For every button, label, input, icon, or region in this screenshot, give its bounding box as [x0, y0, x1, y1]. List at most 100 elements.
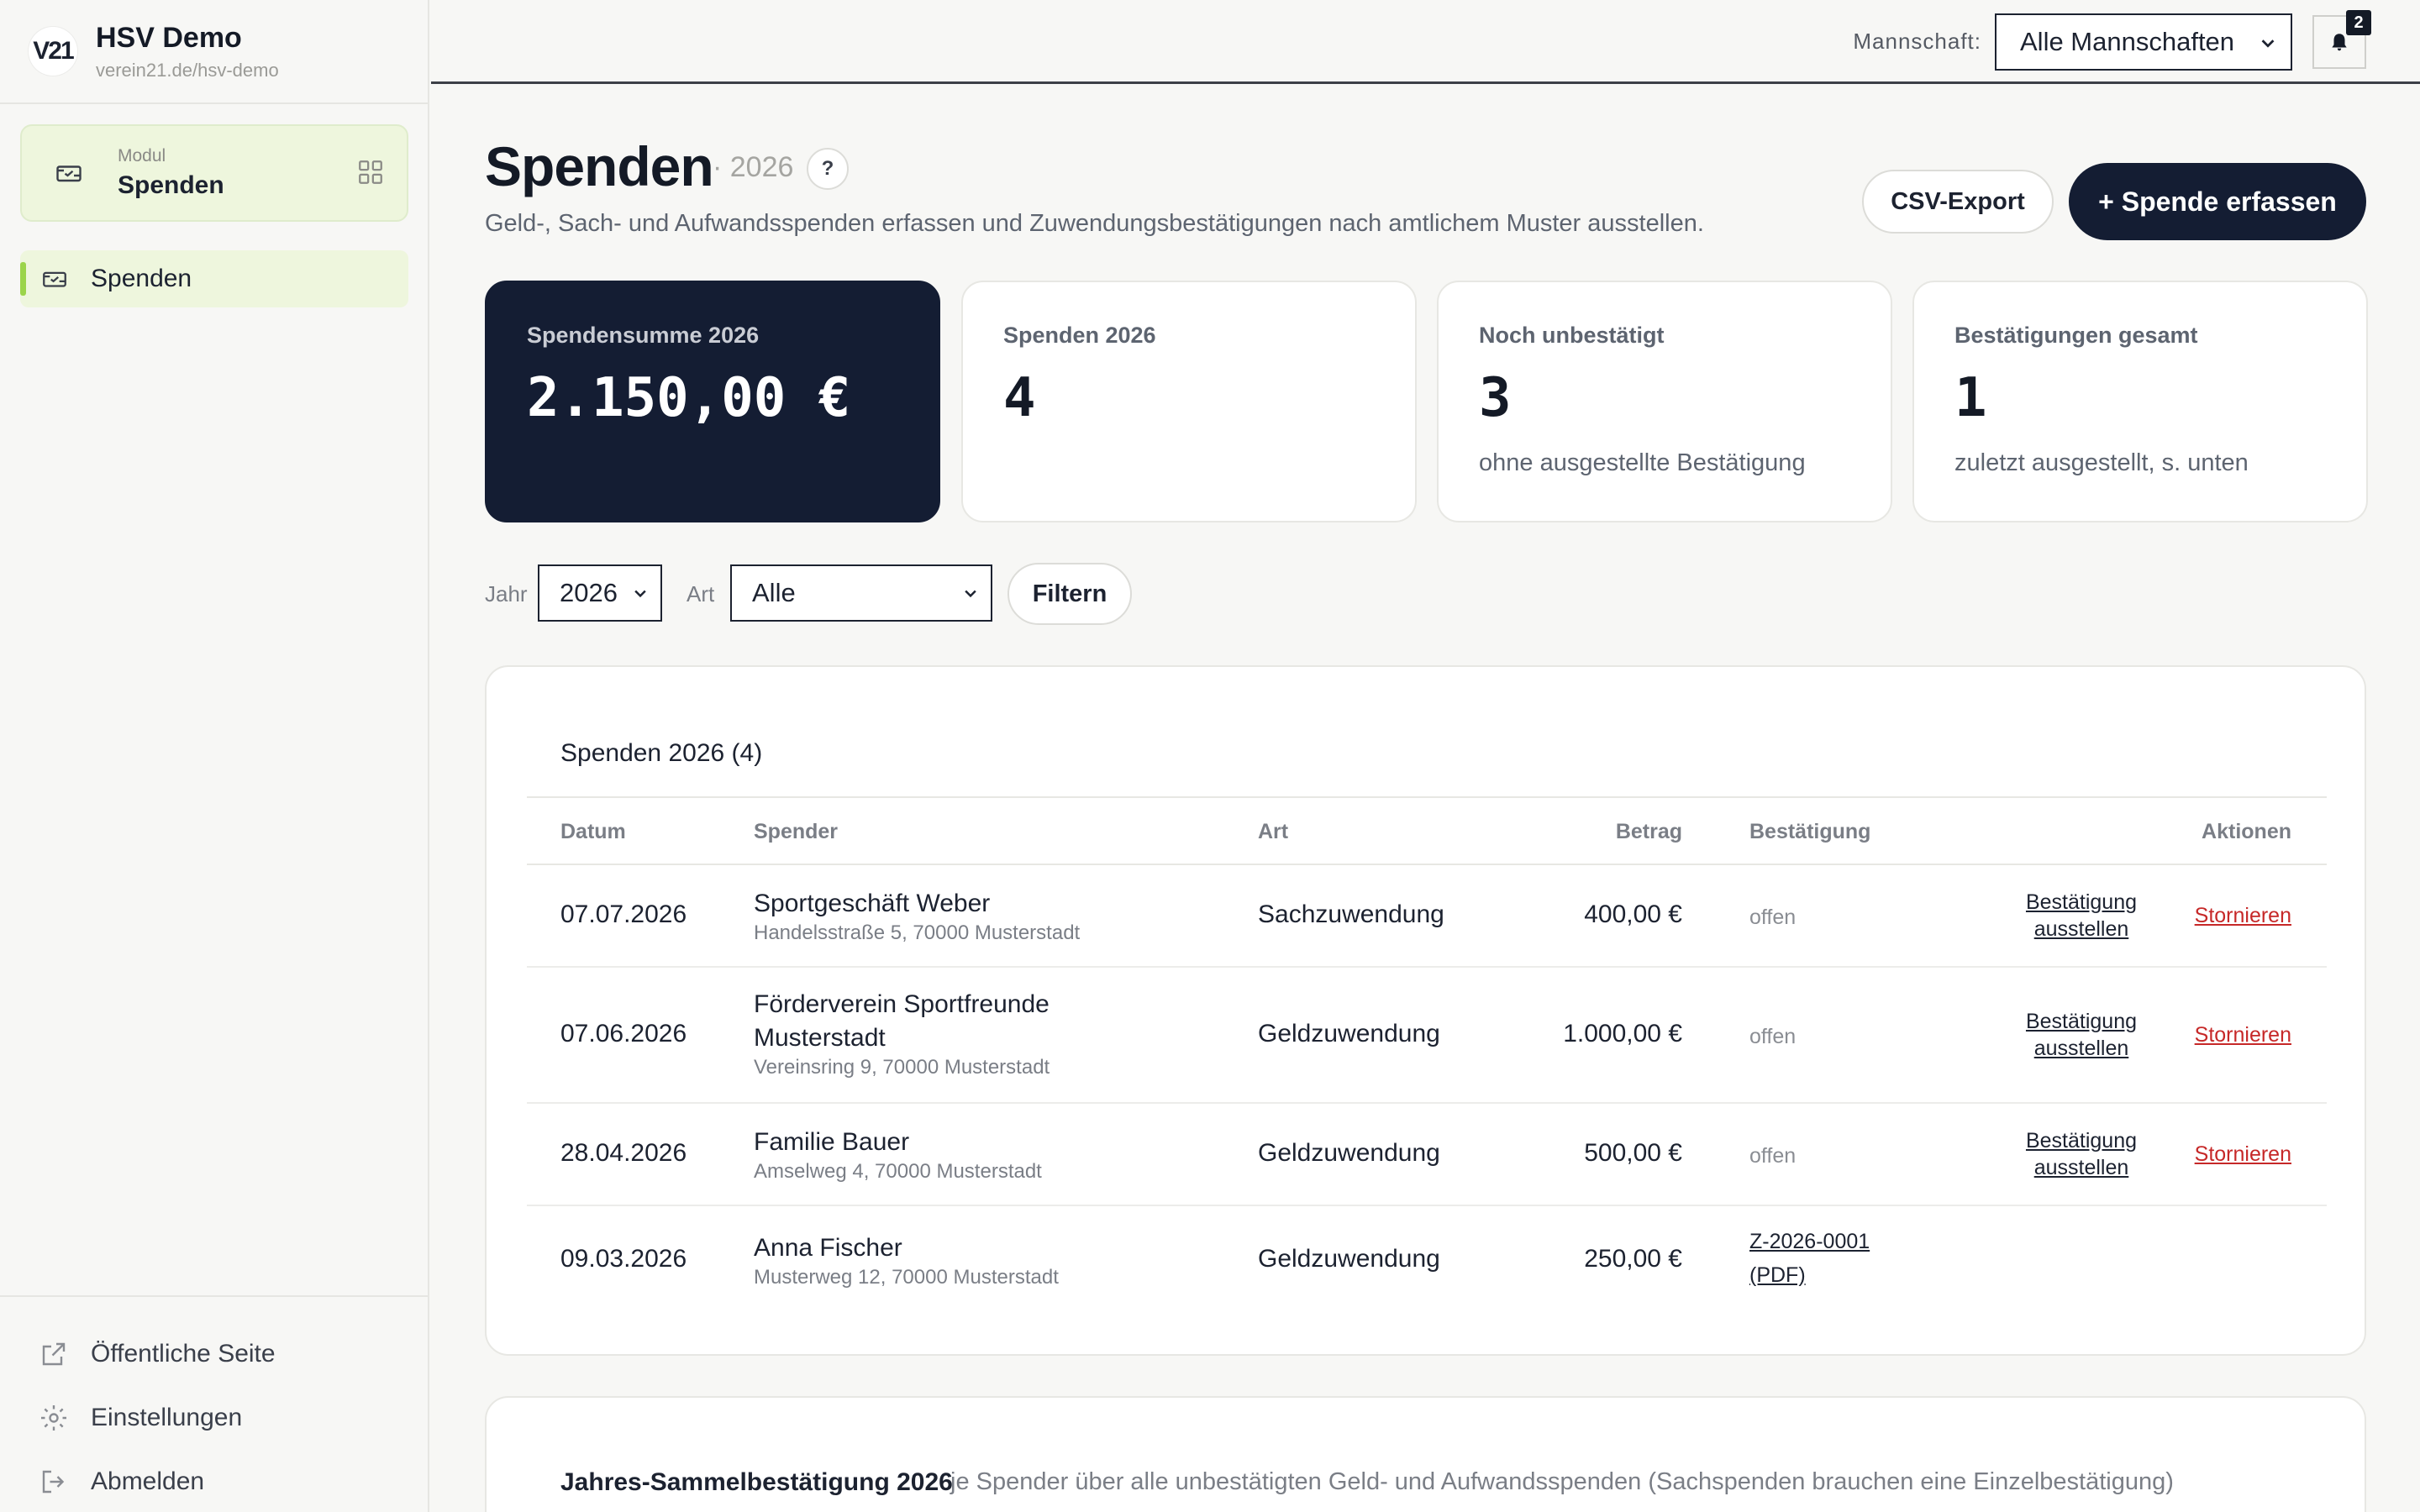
logout-link[interactable]: Abmelden — [0, 1450, 428, 1512]
sidebar-item-label: Spenden — [91, 265, 192, 292]
cancel-link[interactable]: Stornieren — [2194, 1142, 2291, 1166]
row-type: Geldzuwendung — [1258, 1020, 1440, 1047]
summary-title: Jahres-Sammelbestätigung 2026 — [560, 1468, 953, 1496]
notification-badge: 2 — [2346, 10, 2371, 35]
table-row: 07.06.2026 Förderverein Sportfreunde Mus… — [527, 968, 2327, 1104]
cancel-link[interactable]: Stornieren — [2194, 904, 2291, 927]
module-name: Spenden — [118, 171, 224, 199]
kpi-card-total: Spendensumme 2026 2.150,00 € — [485, 281, 940, 522]
row-status: offen — [1749, 1025, 1797, 1048]
topbar: Mannschaft: Alle Mannschaften 2 — [431, 0, 2420, 84]
issue-line: ausstellen — [2033, 1156, 2129, 1179]
donor-name: Sportgeschäft Weber — [754, 890, 991, 917]
row-date: 07.06.2026 — [560, 1020, 687, 1047]
row-status: offen — [1749, 906, 1797, 929]
col-actions: Aktionen — [2202, 820, 2291, 843]
team-select[interactable]: Alle Mannschaften — [1995, 13, 2292, 71]
row-date: 28.04.2026 — [560, 1139, 687, 1167]
issue-line: Bestätigung — [2025, 1129, 2138, 1152]
issue-line: ausstellen — [2033, 917, 2129, 941]
type-select[interactable]: Alle — [730, 564, 992, 622]
cancel-link[interactable]: Stornieren — [2194, 1023, 2291, 1047]
public-page-link[interactable]: Öffentliche Seite — [0, 1322, 428, 1386]
add-donation-button[interactable]: + Spende erfassen — [2069, 163, 2366, 240]
year-select[interactable]: 2026 — [538, 564, 662, 622]
donation-icon — [56, 165, 82, 182]
brand-name: HSV Demo — [96, 21, 242, 54]
col-donor: Spender — [754, 820, 839, 843]
kpi-label: Noch unbestätigt — [1479, 323, 1665, 348]
col-amount: Betrag — [1615, 820, 1682, 843]
donor-name: Anna Fischer — [754, 1234, 902, 1262]
table-row: 28.04.2026 Familie Bauer Amselweg 4, 700… — [527, 1104, 2327, 1206]
year-select-value: 2026 — [560, 578, 618, 607]
annual-summary-card: Jahres-Sammelbestätigung 2026 je Spender… — [485, 1396, 2366, 1512]
kpi-note: zuletzt ausgestellt, s. unten — [1954, 449, 2249, 476]
table-title: Spenden 2026 (4) — [560, 739, 763, 767]
row-amount: 250,00 € — [1584, 1245, 1682, 1273]
type-filter-label: Art — [687, 581, 715, 606]
donor-address: Handelsstraße 5, 70000 Musterstadt — [754, 921, 1081, 944]
kpi-note: ohne ausgestellte Bestätigung — [1479, 449, 1806, 476]
kpi-value: 4 — [1003, 367, 1036, 429]
issue-confirmation-link[interactable]: Bestätigung ausstellen — [2014, 1008, 2149, 1062]
donor-address: Vereinsring 9, 70000 Musterstadt — [754, 1056, 1050, 1079]
team-filter-label: Mannschaft: — [1853, 29, 1981, 54]
kpi-value: 3 — [1479, 367, 1512, 429]
issue-confirmation-link[interactable]: Bestätigung ausstellen — [2014, 1127, 2149, 1181]
donor-name-continued: Musterstadt — [754, 1024, 886, 1052]
row-amount: 400,00 € — [1584, 900, 1682, 928]
grid-icon[interactable] — [356, 158, 385, 186]
row-date: 09.03.2026 — [560, 1245, 687, 1273]
sidebar: V21 HSV Demo verein21.de/hsv-demo Modul … — [0, 0, 429, 1512]
issue-line: ausstellen — [2033, 1037, 2129, 1060]
donor-address: Musterweg 12, 70000 Musterstadt — [754, 1266, 1059, 1289]
settings-link[interactable]: Einstellungen — [0, 1386, 428, 1450]
kpi-value: 1 — [1954, 367, 1987, 429]
kpi-label: Spendensumme 2026 — [527, 323, 760, 348]
donor-address: Amselweg 4, 70000 Musterstadt — [754, 1160, 1042, 1183]
gear-icon — [41, 1405, 66, 1431]
kpi-card-confirmations: Bestätigungen gesamt 1 zuletzt ausgestel… — [1912, 281, 2368, 522]
issue-line: Bestätigung — [2025, 1010, 2138, 1033]
logout-label: Abmelden — [91, 1467, 205, 1495]
table-row: 09.03.2026 Anna Fischer Musterweg 12, 70… — [527, 1206, 2327, 1314]
row-status: offen — [1749, 1144, 1797, 1168]
row-donor: Familie Bauer Amselweg 4, 70000 Musterst… — [754, 1126, 1042, 1184]
page-year: · 2026 — [713, 151, 794, 183]
csv-export-button[interactable]: CSV-Export — [1862, 170, 2054, 234]
col-date: Datum — [560, 820, 626, 843]
module-switcher[interactable]: Modul Spenden — [20, 124, 408, 222]
donor-name: Förderverein Sportfreunde — [754, 990, 1050, 1018]
sidebar-item-spenden[interactable]: Spenden — [20, 250, 408, 307]
confirmation-pdf-link[interactable]: Z-2026-0001 (PDF) — [1749, 1225, 1870, 1292]
brand-logo: V21 — [29, 27, 77, 76]
kpi-label: Bestätigungen gesamt — [1954, 323, 2198, 348]
filter-button[interactable]: Filtern — [1007, 563, 1132, 625]
col-confirmation: Bestätigung — [1749, 820, 1871, 843]
table-header: Datum Spender Art Betrag Bestätigung Akt… — [527, 796, 2327, 865]
donation-icon — [43, 271, 66, 287]
brand[interactable]: V21 HSV Demo verein21.de/hsv-demo — [0, 0, 428, 104]
row-donor: Förderverein Sportfreunde Musterstadt Ve… — [754, 988, 1050, 1080]
row-amount: 500,00 € — [1584, 1139, 1682, 1167]
public-page-label: Öffentliche Seite — [91, 1340, 276, 1368]
issue-line: Bestätigung — [2025, 890, 2138, 914]
kpi-value: 2.150,00 € — [527, 367, 851, 429]
chevron-down-icon — [634, 590, 646, 598]
settings-label: Einstellungen — [91, 1404, 243, 1431]
chevron-down-icon — [965, 590, 976, 598]
row-donor: Sportgeschäft Weber Handelsstraße 5, 700… — [754, 887, 1080, 946]
help-button[interactable]: ? — [807, 148, 849, 190]
external-link-icon — [42, 1342, 66, 1366]
row-type: Geldzuwendung — [1258, 1245, 1440, 1273]
issue-confirmation-link[interactable]: Bestätigung ausstellen — [2014, 889, 2149, 942]
row-type: Geldzuwendung — [1258, 1139, 1440, 1167]
col-type: Art — [1258, 820, 1289, 843]
row-date: 07.07.2026 — [560, 900, 687, 928]
row-amount: 1.000,00 € — [1563, 1020, 1682, 1047]
notifications-button[interactable]: 2 — [2312, 10, 2371, 69]
donor-name: Familie Bauer — [754, 1128, 910, 1156]
row-type: Sachzuwendung — [1258, 900, 1444, 928]
page-title: Spenden — [485, 135, 714, 197]
